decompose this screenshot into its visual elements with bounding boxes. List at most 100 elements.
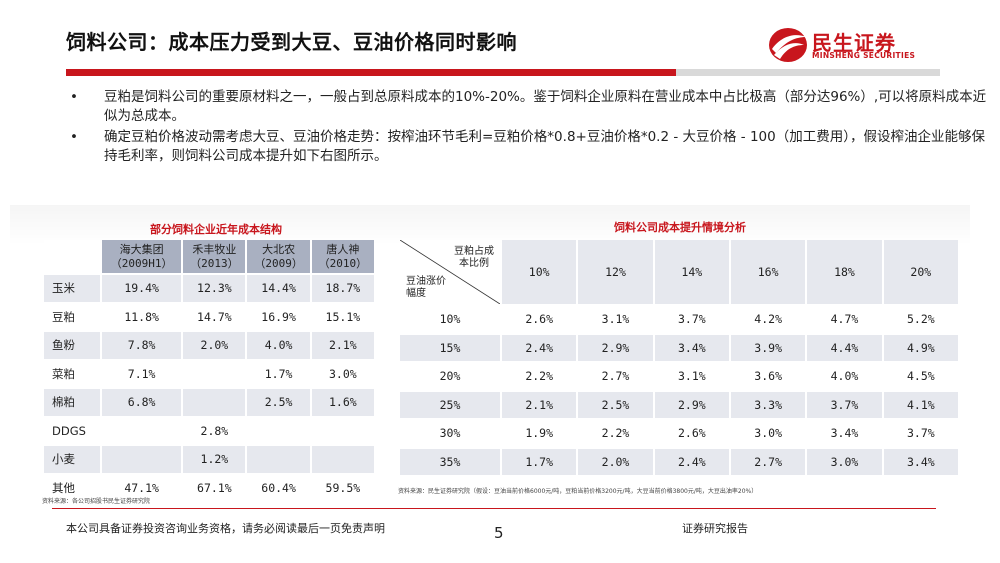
table-header-row: 海大集团 （2009H1） 禾丰牧业 （2013） 大北农 （2009） 唐人神 （20… (44, 240, 374, 273)
table-cell: 2.5% (578, 391, 653, 418)
title-underline-gray (676, 69, 940, 76)
table-cell: 2.2% (578, 420, 653, 447)
diagonal-line (400, 240, 500, 304)
table-cell: 3.4% (807, 420, 882, 447)
row-label: 30% (400, 420, 500, 447)
table-row: 菜粕 7.1% 1.7% 3.0% (44, 360, 374, 387)
table-cell (102, 417, 182, 444)
table-cell: 1.2% (183, 446, 246, 473)
column-header: 12% (578, 240, 653, 304)
table-cell (311, 446, 374, 473)
row-label: 豆粕 (44, 303, 100, 330)
table-row: 其他 47.1% 67.1% 60.4% 59.5% (44, 474, 374, 501)
row-label: DDGS (44, 417, 100, 444)
table-cell: 3.1% (654, 363, 729, 390)
column-header: 禾丰牧业 （2013） (183, 240, 246, 273)
table-cell: 3.7% (654, 306, 729, 333)
table-cell: 2.8% (183, 417, 246, 444)
logo-swoosh-icon (769, 28, 807, 62)
table-cell: 7.1% (102, 360, 182, 387)
bullet-text: 豆粕是饲料公司的重要原材料之一，一般占到总原料成本的10%-20%。鉴于饲料企业… (104, 89, 987, 124)
right-table-source: 资料来源：民生证券研究院（假设：豆油当前价格6000元/吨，豆粕当前价格3200… (398, 488, 758, 495)
row-label: 25% (400, 391, 500, 418)
table-cell: 2.6% (654, 420, 729, 447)
table-corner (44, 240, 100, 273)
bullet-item: • 确定豆粕价格波动需考虑大豆、豆油价格走势：按榨油环节毛利=豆粕价格*0.8+… (70, 128, 990, 166)
table-cell (102, 446, 182, 473)
corner-label-bottom: 豆油涨价 幅度 (406, 276, 446, 299)
footer-report-type: 证券研究报告 (682, 522, 748, 535)
minsheng-logo-icon (769, 28, 807, 62)
diagonal-header: 豆粕占成 本比例 豆油涨价 幅度 (400, 240, 500, 304)
table-cell: 59.5% (311, 474, 374, 501)
table-row: 30% 1.9% 2.2% 2.6% 3.0% 3.4% 3.7% (400, 420, 958, 447)
row-label: 其他 (44, 474, 100, 501)
right-table-title: 饲料公司成本提升情境分析 (614, 221, 746, 234)
table-cell (183, 389, 246, 416)
title-underline-red (66, 69, 676, 76)
table-cell: 1.7% (502, 448, 577, 475)
table-cell: 14.4% (247, 275, 310, 302)
table-cell: 2.5% (247, 389, 310, 416)
table-cell: 4.9% (883, 334, 958, 361)
table-cell: 4.0% (807, 363, 882, 390)
row-label: 菜粕 (44, 360, 100, 387)
table-cell: 18.7% (311, 275, 374, 302)
table-cell: 3.7% (807, 391, 882, 418)
bullet-list: • 豆粕是饲料公司的重要原材料之一，一般占到总原料成本的10%-20%。鉴于饲料… (70, 88, 990, 168)
table-cell: 3.3% (730, 391, 806, 418)
logo-text: 民生证券 (812, 31, 896, 55)
table-cell: 3.6% (730, 363, 806, 390)
table-cell: 4.1% (883, 391, 958, 418)
left-table-title: 部分饲料企业近年成本结构 (150, 223, 282, 236)
table-cell: 14.7% (183, 303, 246, 330)
table-cell: 4.2% (730, 306, 806, 333)
row-label: 小麦 (44, 446, 100, 473)
table-cell: 16.9% (247, 303, 310, 330)
cost-structure-table: 海大集团 （2009H1） 禾丰牧业 （2013） 大北农 （2009） 唐人神 （20… (42, 238, 376, 503)
row-label: 玉米 (44, 275, 100, 302)
table-row: 25% 2.1% 2.5% 2.9% 3.3% 3.7% 4.1% (400, 391, 958, 418)
table-cell: 4.0% (247, 332, 310, 359)
table-cell: 2.1% (311, 332, 374, 359)
table-cell: 3.0% (311, 360, 374, 387)
table-cell (247, 446, 310, 473)
table-cell: 3.0% (730, 420, 806, 447)
table-cell: 2.1% (502, 391, 577, 418)
table-cell: 1.6% (311, 389, 374, 416)
column-header: 14% (654, 240, 729, 304)
row-label: 10% (400, 306, 500, 333)
row-label: 35% (400, 448, 500, 475)
page-title: 饲料公司：成本压力受到大豆、豆油价格同时影响 (66, 30, 517, 54)
table-row: 鱼粉 7.8% 2.0% 4.0% 2.1% (44, 332, 374, 359)
table-cell: 4.7% (807, 306, 882, 333)
cost-scenario-table: 豆粕占成 本比例 豆油涨价 幅度 10% 12% 14% 16% 18% 20% 1… (398, 238, 960, 477)
table-cell: 11.8% (102, 303, 182, 330)
table-cell: 67.1% (183, 474, 246, 501)
table-cell (311, 417, 374, 444)
table-row: 10% 2.6% 3.1% 3.7% 4.2% 4.7% 5.2% (400, 306, 958, 333)
table-row: 棉粕 6.8% 2.5% 1.6% (44, 389, 374, 416)
bullet-item: • 豆粕是饲料公司的重要原材料之一，一般占到总原料成本的10%-20%。鉴于饲料… (70, 88, 990, 126)
table-cell: 3.0% (807, 448, 882, 475)
table-cell: 4.4% (807, 334, 882, 361)
bullet-text: 确定豆粕价格波动需考虑大豆、豆油价格走势：按榨油环节毛利=豆粕价格*0.8+豆油… (104, 129, 985, 164)
table-cell: 2.7% (578, 363, 653, 390)
table-row: 玉米 19.4% 12.3% 14.4% 18.7% (44, 275, 374, 302)
column-header: 16% (730, 240, 806, 304)
table-cell: 7.8% (102, 332, 182, 359)
table-cell: 1.7% (247, 360, 310, 387)
page-number: 5 (494, 524, 504, 542)
table-cell: 3.7% (883, 420, 958, 447)
row-label: 棉粕 (44, 389, 100, 416)
table-cell: 3.1% (578, 306, 653, 333)
table-cell: 60.4% (247, 474, 310, 501)
row-label: 20% (400, 363, 500, 390)
column-header: 20% (883, 240, 958, 304)
table-cell: 2.0% (578, 448, 653, 475)
footer-disclaimer: 本公司具备证券投资咨询业务资格，请务必阅读最后一页免责声明 (66, 522, 385, 535)
table-cell: 2.4% (654, 448, 729, 475)
table-cell (247, 417, 310, 444)
column-header: 10% (502, 240, 577, 304)
table-cell: 2.7% (730, 448, 806, 475)
